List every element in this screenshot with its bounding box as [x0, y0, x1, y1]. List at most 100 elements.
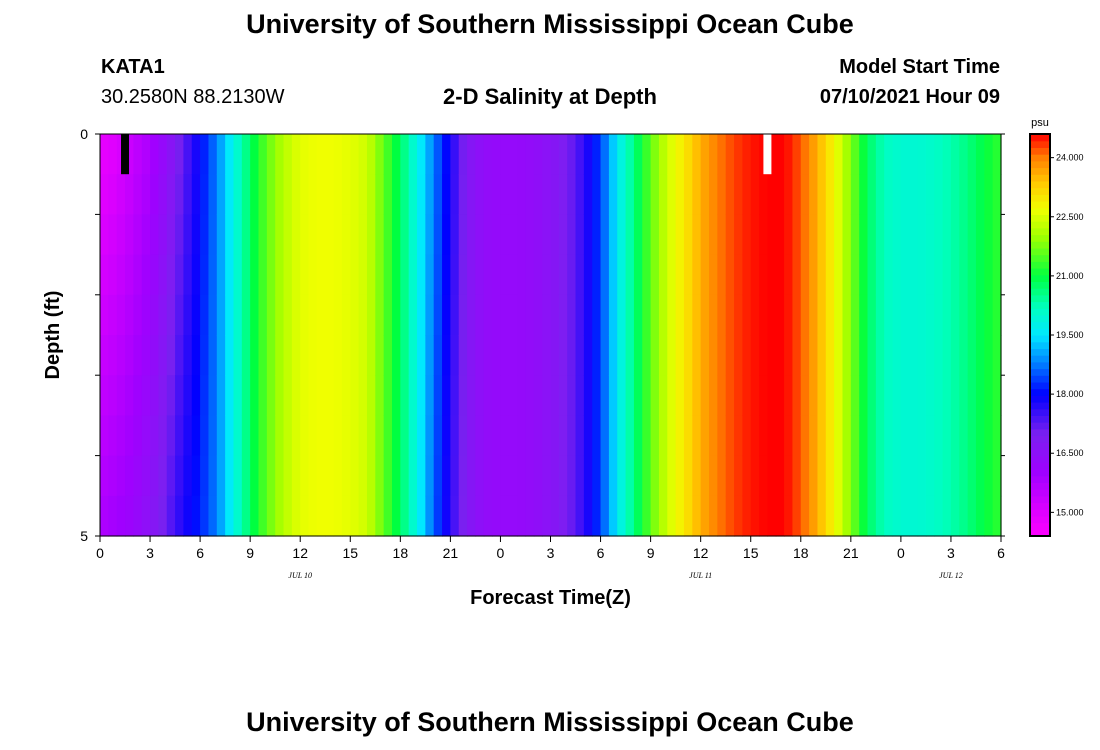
heatmap-cell [525, 415, 535, 457]
colorbar-segment [1030, 428, 1050, 437]
heatmap-cell [141, 134, 151, 175]
heatmap-cell [575, 415, 585, 457]
heatmap-cell [650, 495, 660, 537]
heatmap-cell [508, 495, 518, 537]
heatmap-cell [759, 294, 769, 336]
heatmap-cell [492, 174, 502, 215]
heatmap-cell [442, 294, 451, 336]
heatmap-cell [542, 174, 552, 215]
heatmap-cell [400, 335, 410, 376]
heatmap-cell [366, 294, 376, 336]
heatmap-cell [500, 375, 510, 416]
heatmap-cell [125, 455, 134, 497]
heatmap-cell [225, 335, 235, 376]
heatmap-cell [625, 134, 635, 175]
heatmap-cell [241, 254, 251, 296]
heatmap-cell [825, 134, 835, 175]
heatmap-cell [809, 375, 819, 416]
heatmap-cell [759, 174, 769, 215]
heatmap-cell [642, 375, 652, 416]
heatmap-cell [400, 415, 410, 457]
heatmap-cell [775, 174, 785, 215]
heatmap-cell [391, 335, 401, 376]
heatmap-cell [667, 495, 677, 537]
heatmap-cell [775, 455, 785, 497]
heatmap-cell [408, 174, 418, 215]
heatmap-cell [567, 455, 577, 497]
heatmap-cell [408, 335, 418, 376]
heatmap-cell [341, 214, 351, 256]
heatmap-cell [316, 134, 326, 175]
colorbar: 15.000 16.500 18.000 19.500 21.000 22.500 24.0… [1029, 133, 1084, 537]
heatmap-cell [875, 254, 885, 296]
heatmap-cell [675, 174, 685, 215]
heatmap-cell [800, 174, 810, 215]
heatmap-cell [492, 495, 502, 537]
heatmap-cell [166, 294, 176, 336]
colorbar-segment [1030, 489, 1050, 497]
heatmap-cell [225, 134, 235, 175]
heatmap-cell [325, 134, 335, 175]
heatmap-cell [767, 375, 777, 416]
colorbar-segment [1030, 268, 1050, 276]
heatmap-cell [567, 134, 577, 175]
heatmap-cell [475, 134, 485, 175]
heatmap-cell [900, 174, 910, 215]
heatmap-cell [125, 335, 134, 376]
heatmap-cell [542, 214, 552, 256]
heatmap-cell [350, 375, 360, 416]
heatmap-cell [775, 294, 785, 336]
heatmap-cell [984, 455, 994, 497]
heatmap-cell [433, 174, 443, 215]
heatmap-cell [792, 214, 802, 256]
colorbar-segment [1030, 509, 1050, 517]
heatmap-cell [542, 455, 552, 497]
heatmap-cell [875, 294, 885, 336]
heatmap-cell [692, 375, 702, 416]
heatmap-cell [742, 254, 752, 296]
heatmap-cell [241, 294, 251, 336]
heatmap-cell [508, 134, 518, 175]
x-tick-label: 21 [443, 545, 459, 561]
heatmap-cell [642, 294, 652, 336]
heatmap-cell [116, 495, 126, 537]
heatmap-cell [675, 415, 685, 457]
heatmap-cell [734, 254, 743, 296]
heatmap-cell [391, 174, 401, 215]
heatmap-cell [775, 254, 785, 296]
colorbar-segment [1030, 395, 1050, 403]
heatmap-cell [558, 294, 568, 336]
heatmap-cell [892, 214, 902, 256]
heatmap-cell [508, 294, 518, 336]
heatmap-cell [683, 174, 693, 215]
heatmap-cell [442, 174, 451, 215]
heatmap-cell [583, 214, 593, 256]
station-id: KATA1 [101, 56, 165, 78]
heatmap-cell [391, 375, 401, 416]
heatmap-cell [567, 415, 577, 457]
heatmap-cell [233, 375, 243, 416]
heatmap-cell [700, 294, 710, 336]
heatmap-cell [341, 254, 351, 296]
y-axis-label: Depth (ft) [42, 291, 64, 380]
heatmap-cell [258, 174, 268, 215]
heatmap-cell [567, 375, 577, 416]
heatmap-cell [900, 455, 910, 497]
heatmap-cell [358, 415, 368, 457]
heatmap-cell [884, 415, 894, 457]
heatmap-cell [734, 174, 743, 215]
heatmap-cell [767, 134, 777, 175]
heatmap-cell [575, 294, 585, 336]
heatmap-cell [208, 214, 218, 256]
heatmap-cell [825, 174, 835, 215]
heatmap-cell [658, 335, 668, 376]
heatmap-cell [442, 455, 451, 497]
heatmap-cell [734, 214, 743, 256]
heatmap-cell [100, 375, 109, 416]
heatmap-cell [116, 335, 126, 376]
heatmap-cell [959, 495, 969, 537]
heatmap-cell [433, 335, 443, 376]
heatmap-cell [600, 415, 610, 457]
heatmap-cell [383, 455, 393, 497]
heatmap-cell [158, 455, 168, 497]
